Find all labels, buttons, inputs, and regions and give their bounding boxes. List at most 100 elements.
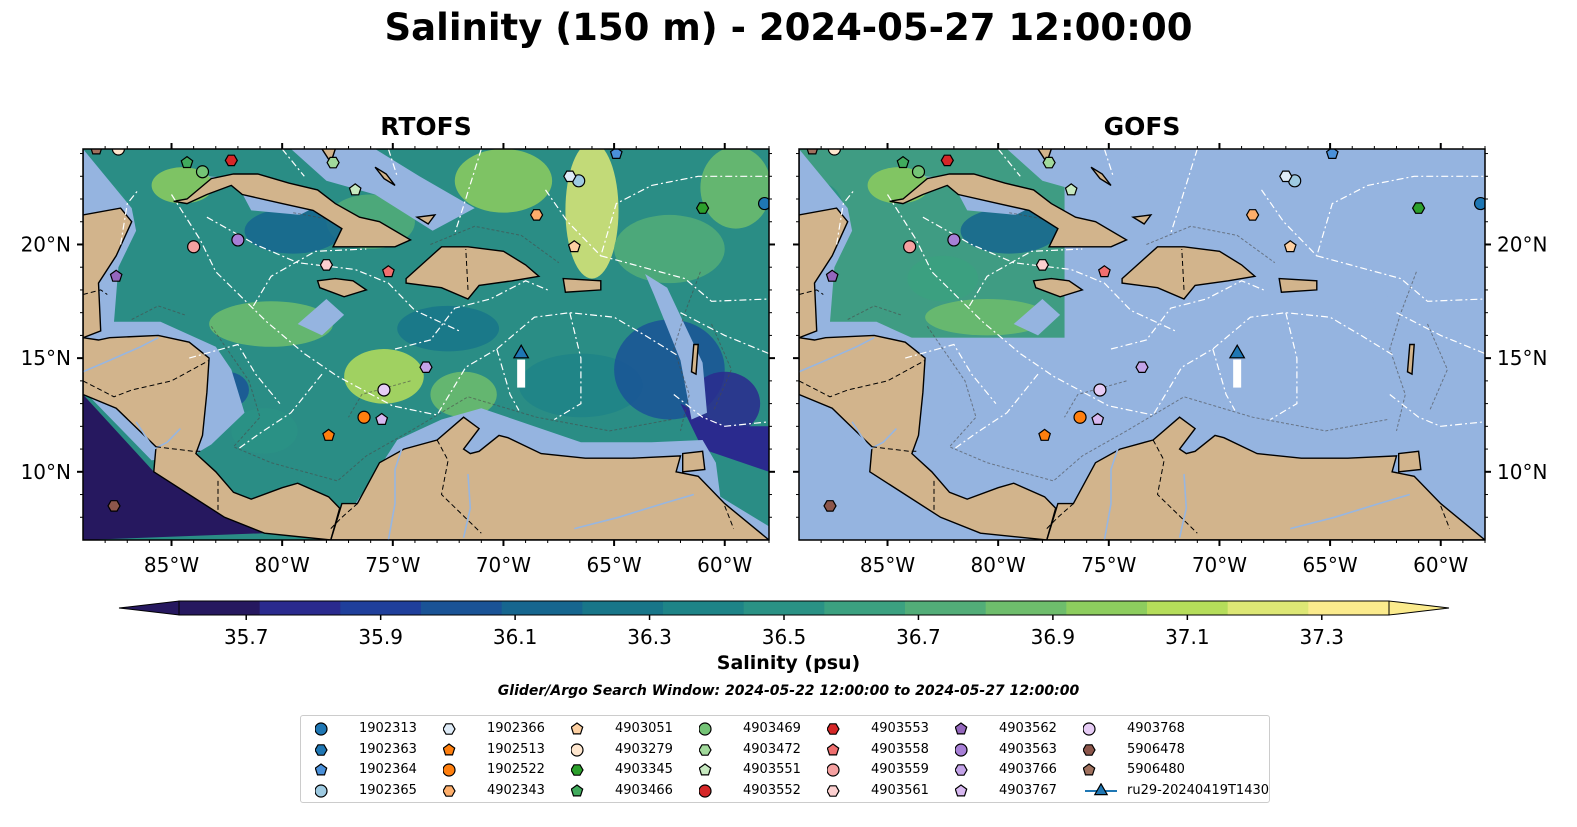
isobath-line [1064,380,1127,418]
legend-label: 4903345 [615,762,673,777]
float-4903551 [348,183,362,196]
legend-label: 4903558 [871,741,929,757]
panel-title-gofs: GOFS [1103,112,1181,141]
legend-marker [955,722,968,735]
lon-tick-label: 65°W [1302,553,1357,577]
border-line [871,446,917,452]
eez-line [281,149,305,177]
lat-tick-label: 20°N [1497,232,1547,256]
salinity-feature [925,299,1050,336]
river-line [851,421,897,451]
land-lesser [1406,343,1415,376]
legend-marker [955,742,968,757]
float-4903553 [940,154,954,167]
shelf-bahamas [291,149,475,231]
river-line [799,336,875,373]
shelf-bahamas [1007,149,1191,231]
border-line [1440,505,1451,529]
legend-symbol [1083,763,1096,776]
map-axes: 85°W 80°W 75°W 70°W 65°W 60°W 20°N 15°N 10°N 85°W… [21,143,1547,577]
lon-tick-label: 60°W [697,553,752,577]
maps-figure: 85°W 80°W 75°W 70°W 65°W 60°W 20°N 15°N 10°N 85°W… [21,126,1547,577]
rtofs-map[interactable] [66,126,771,541]
colorbar-segment [905,601,987,615]
isobath-line [1389,271,1417,432]
salinity-feature [344,349,424,404]
legend-marker [571,764,584,776]
land-puertoRico [1278,277,1318,293]
land-southAm [1046,416,1485,540]
legend-marker [571,722,584,735]
eez-line [189,343,281,404]
lon-tick-label: 70°W [1192,553,1247,577]
legend-symbol [315,783,328,798]
land-cuba [173,173,413,248]
land-hispaniola [405,246,541,300]
land-jamaica [316,277,368,298]
legend-marker [827,723,840,735]
legend-marker [699,722,712,736]
legend-marker [699,783,712,798]
colorbar: 35.7 35.9 36.1 36.3 36.5 36.7 36.9 37.1 37.3 [118,600,1450,649]
float-4903558 [1097,265,1111,278]
legend-marker [699,743,712,756]
eez-line [1316,255,1485,302]
land-bahamas2 [1090,166,1112,186]
legend-label: 4903469 [743,721,801,736]
page-title: Salinity (150 m) - 2024-05-27 12:00:00 [384,6,1193,49]
colorbar-extend-low [118,600,180,616]
legend-label: 1902363 [359,741,417,757]
legend-marker [827,784,840,797]
float-1902363 [782,137,794,147]
colorbar-segment [663,601,745,615]
float-4903466 [896,155,910,169]
legend-marker [443,784,456,797]
legend-label: 4903466 [615,782,673,798]
float-1902522 [357,410,371,424]
gofs-map[interactable] [782,126,1487,541]
float-5906480 [90,149,103,155]
colorbar-segment [501,601,583,615]
legend-label: 4903552 [743,782,801,798]
float-1902513 [1038,428,1052,441]
float-4903553 [224,154,238,167]
colorbar-segment [824,601,906,615]
river-line [462,474,472,538]
eez-line [997,149,1021,177]
land-hispaniola [1121,246,1257,300]
legend-symbol [315,743,328,756]
lat-tick-label: 15°N [21,346,71,370]
glider-ru29-20240419T1430 [512,343,530,359]
legend-marker [443,763,456,777]
search-window-text: Glider/Argo Search Window: 2024-05-22 12… [497,683,1080,699]
map-frame [798,148,1486,541]
land-trinidad [682,450,706,473]
eez-line [953,373,1039,450]
legend-marker [571,783,584,796]
lon-tick-label: 80°W [255,553,310,577]
legend-label: 1902364 [359,762,417,777]
legend-symbol [571,764,584,776]
float-1902513 [322,428,336,441]
isobath-line [210,326,672,482]
river-line [1178,474,1188,538]
river-line [83,336,159,373]
float-4903345 [1411,202,1426,214]
legend-marker [315,743,328,756]
legend-label: 1902513 [487,741,545,757]
legend-marker [443,742,456,755]
lon-tick-label: 65°W [586,553,641,577]
legend-symbol [827,742,840,755]
float-1902366 [1279,170,1293,183]
float-4903766 [1135,361,1149,373]
lon-tick-label: 85°W [860,553,915,577]
float-1902363 [66,137,78,147]
colorbar-label: Salinity (psu) [716,652,861,674]
colorbar-tick-label: 36.7 [896,625,941,649]
legend-symbol [1093,782,1109,795]
land-bahamas3 [415,213,437,225]
legend-marker [571,742,584,757]
border-line [1152,439,1198,534]
float-4903768 [1093,383,1107,397]
land-mexico [799,149,849,339]
